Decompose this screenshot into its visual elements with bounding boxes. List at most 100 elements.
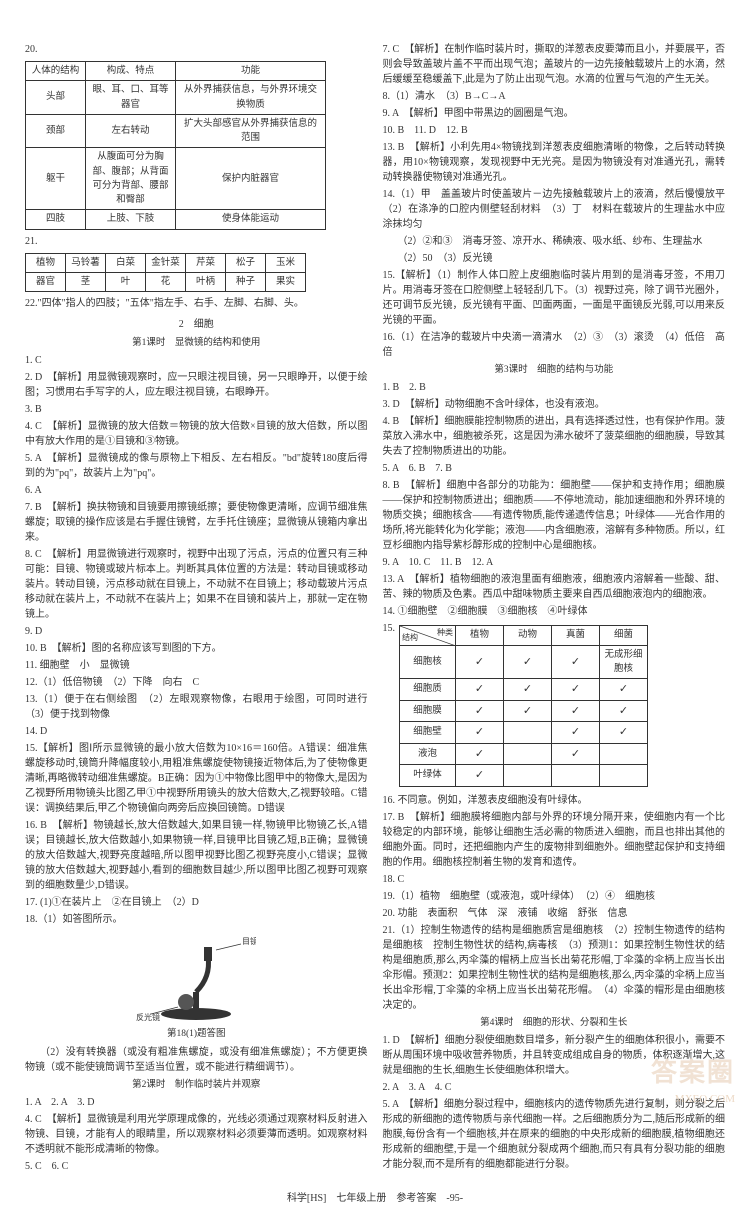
lesson-3-title: 第3课时 细胞的结构与功能 <box>383 363 726 377</box>
q21-r2c2: 茎 <box>66 272 106 291</box>
q21-r1c5: 芹菜 <box>186 253 226 272</box>
r7: 7. C 【解析】在制作临时装片时，撕取的洋葱表皮要薄而且小，并要展平，否则会导… <box>383 42 726 87</box>
i5: 5. A 【解析】显微镜成的像与原物上下相反、左右相反。"bd"旋转180度后得… <box>25 451 368 481</box>
q21-r2c4: 花 <box>146 272 186 291</box>
q20-num: 20. <box>25 42 368 57</box>
t15-h3: 动物 <box>504 626 552 645</box>
fig-caption: 第18(1)题答图 <box>25 1027 368 1041</box>
lesson-1-title: 第1课时 显微镜的结构和使用 <box>25 336 368 350</box>
s3-5: 5. A 6. B 7. B <box>383 461 726 476</box>
s3-9: 9. A 10. C 11. B 12. A <box>383 555 726 570</box>
q20-r1c3: 从外界捕获信息，与外界环境交换物质 <box>176 81 326 115</box>
s3-4: 4. B 【解析】细胞膜能控制物质的进出，具有选择透过性，也有保护作用。菠菜放入… <box>383 414 726 459</box>
r13: 13. B 【解析】小利先用4×物镜找到洋葱表皮细胞清晰的物像，之后转动转换器，… <box>383 140 726 185</box>
q21-r2c5: 叶柄 <box>186 272 226 291</box>
l2-5: 5. C 6. C <box>25 1159 368 1174</box>
i9: 9. D <box>25 624 368 639</box>
microscope-diagram: 目镜 反光镜 <box>136 932 256 1022</box>
s3-20: 20. 功能 表面积 气体 深 液铺 收缩 舒张 信息 <box>383 906 726 921</box>
q21-r1c7: 玉米 <box>266 253 306 272</box>
q20-h2: 构成、特点 <box>86 62 176 81</box>
i7: 7. B 【解析】换扶物镜和目镜要用擦镜纸擦；要使物像更清晰，应调节细准焦螺旋；… <box>25 500 368 545</box>
q21-r1c3: 白菜 <box>106 253 146 272</box>
s3-8: 8. B 【解析】细胞中各部分的功能为：细胞壁——保护和支持作用；细胞膜——保护… <box>383 478 726 553</box>
i2: 2. D 【解析】用显微镜观察时，应一只眼注视目镜，另一只眼睁开，以便于绘图；习… <box>25 370 368 400</box>
q20-r2c1: 颈部 <box>26 114 86 148</box>
s3-21: 21.（1）控制生物遗传的结构是细胞质宫是细胞核 （2）控制生物遗传的结构是细胞… <box>383 923 726 1013</box>
s3-14: 14. ①细胞壁 ②细胞膜 ③细胞核 ④叶绿体 <box>383 604 726 619</box>
i1: 1. C <box>25 353 368 368</box>
q20-r1c2: 眼、耳、口、耳等器官 <box>86 81 176 115</box>
t15-h5: 细菌 <box>600 626 648 645</box>
r14b: （2）②和③ 消毒牙签、凉开水、稀碘液、吸水纸、纱布、生理盐水 <box>383 234 726 249</box>
s3-15-num: 15. <box>383 621 396 636</box>
r8: 8.（1）清水 （3）B→C→A <box>383 89 726 104</box>
svg-text:反光镜: 反光镜 <box>136 1012 160 1022</box>
i12: 12.（1）低倍物镜 （2）下降 向右 C <box>25 675 368 690</box>
r10: 10. B 11. D 12. B <box>383 123 726 138</box>
q22: 22."四体"指人的四肢；"五体"指左手、右手、左脚、右脚、头。 <box>25 296 368 311</box>
i16: 16. B 【解析】物镜越长,放大倍数越大,如果目镜一样,物镜甲比物镜乙长,A错… <box>25 818 368 893</box>
q21-r1c4: 金针菜 <box>146 253 186 272</box>
q20-r3c1: 躯干 <box>26 148 86 210</box>
q21-r2c1: 器官 <box>26 272 66 291</box>
i4: 4. C 【解析】显微镜的放大倍数＝物镜的放大倍数×目镜的放大倍数，所以图中有放… <box>25 419 368 449</box>
svg-text:目镜: 目镜 <box>242 936 256 946</box>
i17: 17. (1)①在装片上 ②在目镜上 （2）D <box>25 895 368 910</box>
s3-3: 3. D 【解析】动物细胞不含叶绿体，也没有液泡。 <box>383 397 726 412</box>
two-column-layout: 20. 人体的结构 构成、特点 功能 头部 眼、耳、口、耳等器官 从外界捕获信息… <box>25 40 725 1176</box>
i18-2: （2）没有转换器（或没有粗准焦螺旋，或没有细准焦螺旋）；不方便更换物镜（或不能使… <box>25 1045 368 1075</box>
s3-19: 19.（1）植物 细胞壁（或液泡，或叶绿体） （2）④ 细胞核 <box>383 889 726 904</box>
t15-h4: 真菌 <box>552 626 600 645</box>
q21-r1c1: 植物 <box>26 253 66 272</box>
q20-r1c1: 头部 <box>26 81 86 115</box>
l2-4: 4. C 【解析】显微镜是利用光学原理成像的，光线必须通过观察材料反射进入物镜、… <box>25 1112 368 1157</box>
i6: 6. A <box>25 483 368 498</box>
r9: 9. A 【解析】甲图中带黑边的圆圈是气泡。 <box>383 106 726 121</box>
r14: 14.（1）甲 盖盖玻片时使盖玻片－边先接触载玻片上的液滴，然后慢慢放平 （2）… <box>383 187 726 232</box>
i8: 8. C 【解析】用显微镜进行观察时，视野中出现了污点，污点的位置只有三种可能：… <box>25 547 368 622</box>
l2-1: 1. A 2. A 3. D <box>25 1095 368 1110</box>
i18: 18.（1）如答图所示。 <box>25 912 368 927</box>
s3-17: 17. B 【解析】细胞膜将细胞内部与外界的环境分隔开来，使细胞内有一个比较稳定… <box>383 810 726 870</box>
i3: 3. B <box>25 402 368 417</box>
lesson-4-title: 第4课时 细胞的形状、分裂和生长 <box>383 1016 726 1030</box>
s3-13: 13. A 【解析】植物细胞的液泡里面有细胞液，细胞液内溶解着一些酸、甜、苦、辣… <box>383 572 726 602</box>
watermark-logo: 答案圈 <box>651 1053 735 1092</box>
i11: 11. 细胞壁 小 显微镜 <box>25 658 368 673</box>
q21-num: 21. <box>25 234 368 249</box>
watermark-url: MXEQ.COM <box>675 1091 735 1108</box>
q21-r1c2: 马铃薯 <box>66 253 106 272</box>
q20-r4c3: 使身体能运动 <box>176 210 326 229</box>
left-column: 20. 人体的结构 构成、特点 功能 头部 眼、耳、口、耳等器官 从外界捕获信息… <box>25 40 368 1176</box>
q21-r2c3: 叶 <box>106 272 146 291</box>
t15-h2: 植物 <box>456 626 504 645</box>
q20-r3c3: 保护内脏器官 <box>176 148 326 210</box>
q20-h3: 功能 <box>176 62 326 81</box>
q20-r4c2: 上肢、下肢 <box>86 210 176 229</box>
s3-16: 16. 不同意。例如，洋葱表皮细胞没有叶绿体。 <box>383 793 726 808</box>
s4-5: 5. A 【解析】细胞分裂过程中，细胞核内的遗传物质先进行复制，则分裂之后形成的… <box>383 1097 726 1172</box>
q20-r2c2: 左右转动 <box>86 114 176 148</box>
right-column: 7. C 【解析】在制作临时装片时，撕取的洋葱表皮要薄而且小，并要展平，否则会导… <box>383 40 726 1176</box>
r14c: （2）50 （3）反光镜 <box>383 251 726 266</box>
r15: 15.【解析】（1）制作人体口腔上皮细胞临时装片用到的是消毒牙签，不用刀片。用消… <box>383 268 726 328</box>
r16: 16.（1）在洁净的载玻片中央滴一滴清水 （2）③ （3）滚烫 （4）低倍 高倍 <box>383 330 726 360</box>
s3-18: 18. C <box>383 872 726 887</box>
q20-h1: 人体的结构 <box>26 62 86 81</box>
t15-table: 结构 种类 植物 动物 真菌 细菌 细胞核✓✓✓无成形细胞核 细胞质✓✓✓✓ 细… <box>399 625 648 786</box>
q20-r2c3: 扩大头部感官从外界捕获信息的范围 <box>176 114 326 148</box>
section-2-title: 2 细胞 <box>25 317 368 332</box>
i15: 15.【解析】图Ⅰ所示显微镜的最小放大倍数为10×16＝160倍。A错误：细准焦… <box>25 741 368 816</box>
q21-r2c6: 种子 <box>226 272 266 291</box>
q20-table: 人体的结构 构成、特点 功能 头部 眼、耳、口、耳等器官 从外界捕获信息，与外界… <box>25 61 326 230</box>
q20-r3c2: 从腹面可分为胸部、腹部；从背面可分为背部、腰部和臀部 <box>86 148 176 210</box>
q20-r4c1: 四肢 <box>26 210 86 229</box>
q21-r2c7: 果实 <box>266 272 306 291</box>
s3-1: 1. B 2. B <box>383 380 726 395</box>
i14: 14. D <box>25 724 368 739</box>
page-footer: 科学[HS] 七年级上册 参考答案 -95- <box>25 1186 725 1206</box>
lesson-2-title: 第2课时 制作临时装片并观察 <box>25 1078 368 1092</box>
i13: 13.（1）便于在右侧绘图 （2）左眼观察物像，右眼用于绘图，可同时进行 （3）… <box>25 692 368 722</box>
i10: 10. B 【解析】图的名称应该写到图的下方。 <box>25 641 368 656</box>
